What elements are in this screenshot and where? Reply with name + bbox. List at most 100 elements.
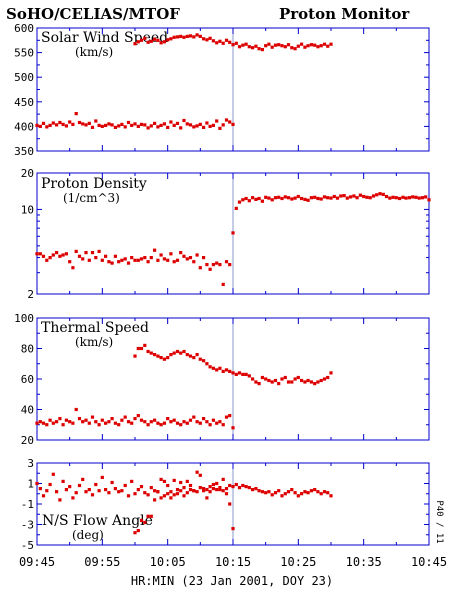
- data-point: [342, 194, 346, 198]
- data-point: [224, 415, 229, 419]
- data-point: [182, 118, 186, 123]
- data-point: [231, 43, 235, 47]
- data-point: [224, 492, 229, 496]
- data-point: [228, 502, 232, 506]
- data-point: [254, 197, 258, 201]
- y-tick-label: 350: [14, 145, 34, 158]
- data-point: [55, 420, 59, 424]
- x-tick-label: 10:25: [280, 555, 316, 569]
- data-point: [205, 420, 209, 424]
- data-point: [87, 121, 91, 125]
- panel-4: -5 -3 -1 1 3 N/S Flow Angle(deg): [21, 457, 430, 552]
- data-point: [48, 418, 52, 422]
- panel-title: Solar Wind Speed: [41, 30, 168, 46]
- data-point: [208, 485, 212, 489]
- x-tick-label: 09:55: [84, 555, 120, 569]
- data-point: [221, 423, 225, 427]
- data-point: [211, 39, 215, 43]
- data-point: [296, 194, 300, 199]
- data-point: [300, 196, 304, 201]
- data-point: [309, 380, 313, 384]
- data-point: [55, 123, 59, 127]
- data-point: [316, 380, 320, 384]
- data-point: [254, 44, 258, 48]
- data-point: [260, 490, 264, 494]
- data-point: [74, 249, 78, 253]
- data-point: [84, 251, 88, 255]
- data-point: [126, 494, 131, 498]
- data-point: [126, 420, 131, 424]
- data-point: [332, 194, 336, 199]
- data-point: [221, 41, 225, 45]
- data-point: [273, 378, 278, 383]
- data-point: [306, 378, 310, 383]
- data-point: [237, 486, 242, 490]
- data-point: [195, 353, 199, 357]
- data-point: [48, 123, 52, 127]
- data-point: [231, 527, 235, 531]
- data-point: [188, 256, 193, 260]
- data-point: [211, 418, 215, 422]
- data-point: [349, 195, 353, 199]
- data-point: [185, 479, 189, 483]
- data-point: [267, 378, 271, 383]
- data-point: [172, 35, 176, 39]
- data-point: [296, 44, 300, 48]
- data-point: [146, 126, 150, 130]
- data-point: [172, 493, 176, 497]
- data-point: [58, 498, 62, 502]
- data-point: [149, 486, 153, 490]
- data-point: [277, 43, 281, 47]
- data-point: [156, 38, 160, 42]
- data-point: [182, 486, 186, 490]
- data-point: [169, 496, 173, 500]
- panel-unit: (km/s): [75, 335, 113, 349]
- data-point: [146, 40, 150, 44]
- data-point: [104, 488, 108, 492]
- data-point: [221, 477, 225, 481]
- data-point: [198, 473, 202, 477]
- data-point: [205, 362, 209, 366]
- data-point: [391, 195, 395, 199]
- data-point: [117, 423, 121, 427]
- data-point: [352, 194, 356, 198]
- data-point: [182, 35, 186, 39]
- data-point: [149, 514, 153, 518]
- data-point: [175, 492, 180, 496]
- data-point: [139, 485, 144, 489]
- data-point: [202, 125, 206, 129]
- data-point: [143, 256, 147, 260]
- data-point: [188, 123, 193, 127]
- data-point: [139, 346, 144, 351]
- y-tick-label: -1: [21, 498, 34, 511]
- data-point: [290, 488, 294, 492]
- data-point: [123, 483, 127, 488]
- data-point: [202, 256, 206, 260]
- y-tick-label: 10: [21, 203, 34, 216]
- data-point: [133, 417, 137, 421]
- x-tick-labels: 09:45 09:55 10:05 10:15 10:25 10:35 10:45: [19, 555, 447, 569]
- data-point: [143, 123, 147, 127]
- data-point: [215, 421, 219, 425]
- data-point: [97, 489, 101, 493]
- data-point: [313, 43, 317, 47]
- y-tick-label: 60: [21, 373, 34, 386]
- data-point: [130, 256, 134, 260]
- data-point: [77, 417, 82, 421]
- data-point: [172, 478, 176, 482]
- data-point: [260, 48, 264, 52]
- x-tick-label: 10:35: [346, 555, 382, 569]
- data-point: [182, 349, 186, 354]
- data-point: [159, 41, 163, 45]
- data-point: [100, 258, 104, 262]
- panel-title: N/S Flow Angle: [42, 513, 153, 529]
- data-point: [38, 487, 42, 491]
- data-point: [427, 198, 431, 202]
- data-point: [241, 43, 245, 47]
- data-point: [228, 120, 232, 124]
- data-point: [309, 196, 313, 200]
- data-point: [41, 121, 46, 125]
- data-point: [113, 421, 117, 425]
- data-point: [159, 356, 163, 360]
